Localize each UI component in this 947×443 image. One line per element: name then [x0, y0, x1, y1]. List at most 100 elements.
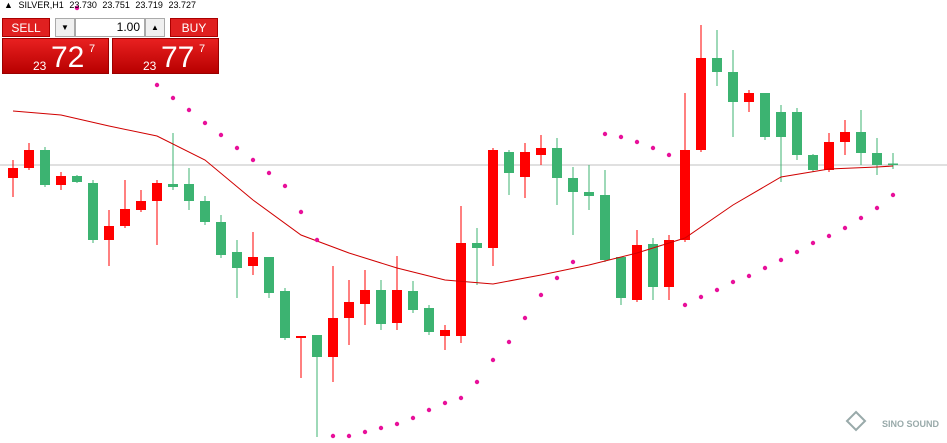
- sar-dot: [730, 279, 736, 285]
- sar-dot: [218, 132, 224, 138]
- candle-body: [856, 132, 866, 153]
- candle-body: [632, 245, 642, 300]
- candle-body: [472, 243, 482, 248]
- sar-dot: [666, 152, 672, 158]
- candle-body: [136, 201, 146, 210]
- sar-dot: [474, 379, 480, 385]
- sar-dot: [698, 294, 704, 300]
- candle-body: [536, 148, 546, 155]
- candle-body: [360, 290, 370, 304]
- sar-dot: [170, 95, 176, 101]
- candle-body: [440, 330, 450, 336]
- sar-dot: [362, 429, 368, 435]
- price-big: 23: [143, 59, 157, 73]
- candle-body: [392, 290, 402, 323]
- ohlc-close: 23.727: [168, 0, 196, 10]
- candle-body: [40, 150, 50, 185]
- sar-dot: [346, 433, 352, 439]
- sar-dot: [538, 292, 544, 298]
- buy-button[interactable]: BUY: [170, 18, 218, 37]
- candle-body: [8, 168, 18, 178]
- price-big: 23: [33, 59, 47, 73]
- ohlc-low: 23.719: [135, 0, 163, 10]
- sar-dot: [794, 249, 800, 255]
- candle-body: [424, 308, 434, 332]
- candle-body: [872, 153, 882, 165]
- lots-up[interactable]: ▲: [145, 18, 165, 37]
- candle-body: [808, 155, 818, 170]
- candle-body: [216, 222, 226, 255]
- sar-dot: [202, 120, 208, 126]
- candle-body: [888, 163, 898, 165]
- collapse-icon[interactable]: ▲: [4, 0, 13, 10]
- sar-dot: [570, 259, 576, 265]
- ohlc-high: 23.751: [102, 0, 130, 10]
- sar-dot: [842, 225, 848, 231]
- candle-body: [264, 257, 274, 293]
- candle-body: [56, 176, 66, 185]
- sar-dot: [634, 139, 640, 145]
- sar-dot: [282, 183, 288, 189]
- sar-dot: [314, 237, 320, 243]
- candle-body: [376, 290, 386, 324]
- symbol: SILVER,H1: [18, 0, 64, 10]
- bid-price[interactable]: 23 72 7: [2, 38, 109, 74]
- sar-dot: [458, 395, 464, 401]
- candle-body: [184, 184, 194, 201]
- candle-body: [552, 148, 562, 178]
- sar-dot: [74, 5, 80, 11]
- candle-body: [232, 252, 242, 268]
- candle-body: [824, 142, 834, 170]
- candle-body: [728, 72, 738, 102]
- sar-dot: [250, 157, 256, 163]
- sar-dot: [266, 170, 272, 176]
- candle-body: [744, 93, 754, 102]
- sar-dot: [714, 287, 720, 293]
- sar-dot: [394, 421, 400, 427]
- sar-dot: [410, 415, 416, 421]
- candle-body: [776, 112, 786, 137]
- sar-dot: [554, 275, 560, 281]
- candle-body: [488, 150, 498, 248]
- lots-input[interactable]: 1.00: [75, 18, 145, 37]
- price-main: 77: [161, 41, 195, 74]
- candle-body: [504, 152, 514, 173]
- candle-body: [760, 93, 770, 137]
- candle-body: [280, 291, 290, 338]
- candle-body: [584, 192, 594, 196]
- sar-dot: [874, 205, 880, 211]
- sar-dot: [778, 257, 784, 263]
- sar-dot: [426, 407, 432, 413]
- sar-dot: [762, 265, 768, 271]
- sar-dot: [522, 315, 528, 321]
- price-main: 72: [51, 41, 85, 74]
- candle-body: [248, 257, 258, 266]
- sell-button[interactable]: SELL: [2, 18, 50, 37]
- candle-body: [520, 152, 530, 177]
- price-small: 7: [89, 43, 96, 55]
- sar-dot: [490, 357, 496, 363]
- sar-dot: [330, 433, 336, 439]
- sar-dot: [506, 339, 512, 345]
- sar-dot: [858, 215, 864, 221]
- ask-price[interactable]: 23 77 7: [112, 38, 219, 74]
- candle-body: [664, 240, 674, 287]
- candle-body: [296, 336, 306, 338]
- candle-body: [104, 226, 114, 240]
- candle-body: [152, 183, 162, 201]
- candle-body: [24, 150, 34, 168]
- candle-body: [344, 302, 354, 318]
- sar-dot: [378, 425, 384, 431]
- sar-dot: [650, 145, 656, 151]
- lots-down[interactable]: ▼: [55, 18, 75, 37]
- candle-body: [600, 195, 610, 260]
- candle-body: [840, 132, 850, 142]
- candle-body: [88, 183, 98, 240]
- candle-body: [456, 243, 466, 336]
- moving-average: [12, 110, 894, 285]
- candle-body: [696, 58, 706, 150]
- sar-dot: [618, 134, 624, 140]
- sar-dot: [682, 302, 688, 308]
